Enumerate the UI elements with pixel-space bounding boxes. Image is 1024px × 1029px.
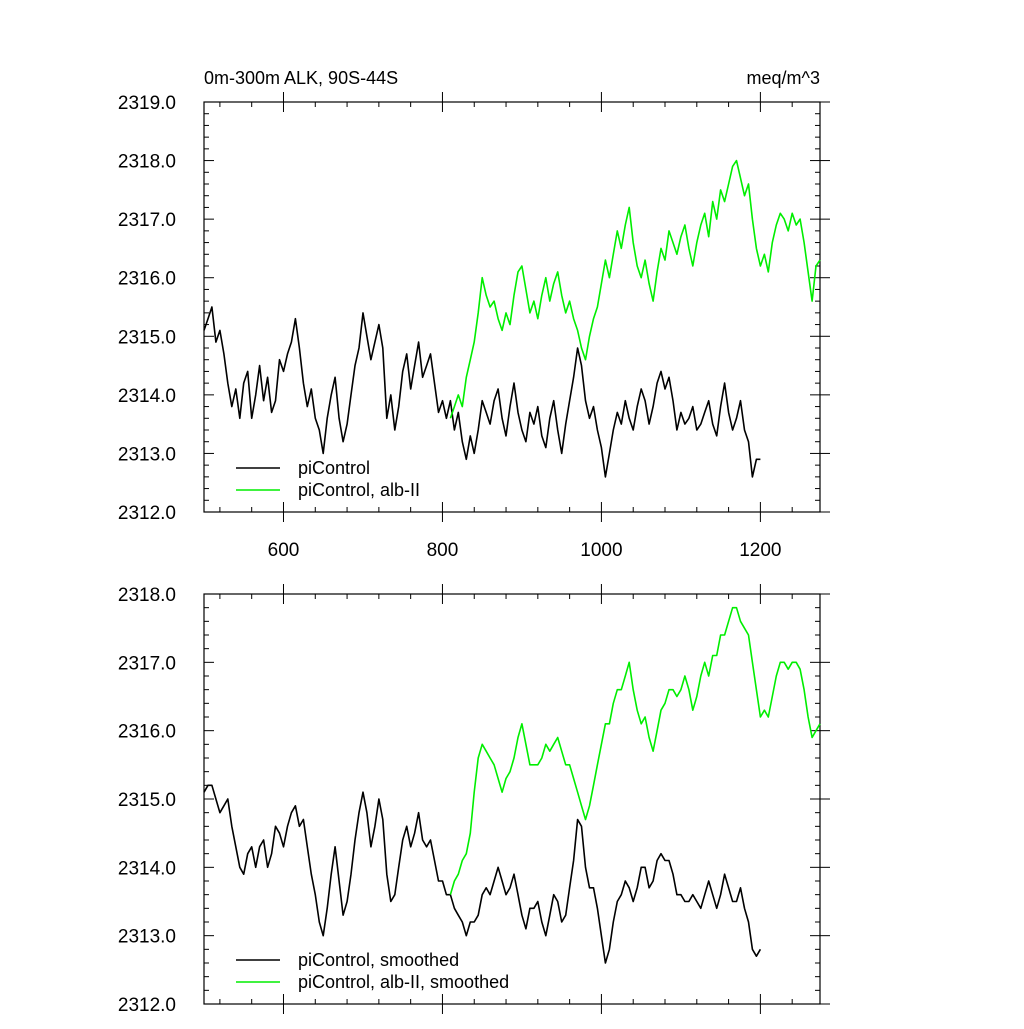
top-panel: 600 800 1000 1200 2312.0 2313.0 2314.0 2315.0 23… [118, 68, 830, 561]
y-tick-label: 2316.0 [118, 722, 176, 743]
x-tick-label: 1000 [580, 540, 622, 561]
x-tick-label: 1200 [739, 540, 781, 561]
bottom-panel: 2312.0 2313.0 2314.0 2315.0 2316.0 2317.0 2318… [118, 584, 830, 1016]
units-label: meq/m^3 [747, 68, 820, 88]
x-tick-label: 600 [268, 540, 300, 561]
y-tick-label: 2315.0 [118, 790, 176, 811]
y-tick-label: 2314.0 [118, 858, 176, 879]
x-tick-label: 800 [427, 540, 459, 561]
y-tick-label: 2318.0 [118, 585, 176, 606]
legend-label: piControl, alb-II, smoothed [298, 972, 509, 992]
series-line-0 [203, 306, 761, 478]
y-tick-label: 2314.0 [118, 386, 176, 407]
chart-title: 0m-300m ALK, 90S-44S [204, 68, 398, 88]
y-tick-label: 2317.0 [118, 210, 176, 231]
y-tick-label: 2319.0 [118, 93, 176, 114]
y-tick-label: 2312.0 [118, 995, 176, 1016]
series-line-1 [449, 159, 821, 419]
y-tick-label: 2312.0 [118, 503, 176, 524]
y-tick-label: 2315.0 [118, 327, 176, 348]
plot-frame [203, 101, 821, 513]
legend-label: piControl, alb-II [298, 480, 420, 500]
series-line-1 [449, 606, 821, 895]
legend-label: piControl [298, 458, 370, 478]
plot-frame [203, 593, 821, 1005]
series-line-0 [203, 784, 762, 964]
y-tick-label: 2317.0 [118, 653, 176, 674]
y-tick-label: 2313.0 [118, 444, 176, 465]
y-tick-label: 2313.0 [118, 927, 176, 948]
y-tick-label: 2316.0 [118, 269, 176, 290]
y-tick-label: 2318.0 [118, 152, 176, 173]
legend-label: piControl, smoothed [298, 950, 459, 970]
